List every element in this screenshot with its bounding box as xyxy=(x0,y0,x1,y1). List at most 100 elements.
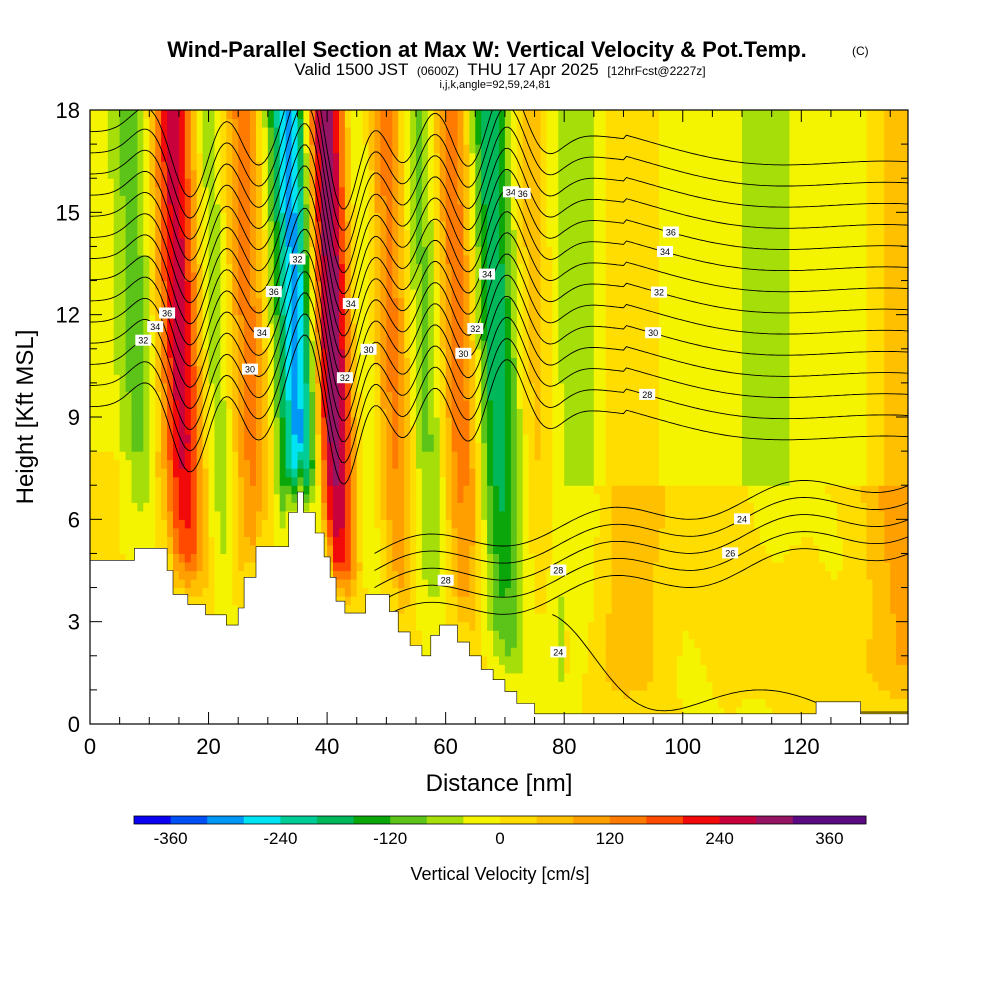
field-cell xyxy=(534,587,542,597)
field-cell xyxy=(250,527,257,537)
field-cell xyxy=(297,434,304,444)
field-cell xyxy=(587,604,595,614)
field-cell xyxy=(670,613,678,623)
field-cell xyxy=(842,664,850,674)
field-cell xyxy=(866,510,873,520)
field-cell xyxy=(623,672,630,682)
field-cell xyxy=(830,544,838,554)
field-cell xyxy=(860,604,868,614)
field-cell xyxy=(771,434,779,444)
field-cell xyxy=(244,502,251,512)
field-cell xyxy=(718,698,725,708)
field-cell xyxy=(736,553,743,563)
field-cell xyxy=(167,536,174,546)
field-cell xyxy=(356,442,364,452)
field-cell xyxy=(190,417,198,427)
field-cell xyxy=(635,493,642,503)
field-cell xyxy=(605,638,613,648)
field-cell xyxy=(582,502,589,512)
field-cell xyxy=(463,604,470,614)
field-cell xyxy=(688,544,696,554)
field-cell xyxy=(730,681,737,691)
field-cell xyxy=(587,562,595,572)
field-cell xyxy=(279,451,287,461)
field-cell xyxy=(155,417,162,427)
field-cell xyxy=(315,451,322,461)
field-cell xyxy=(481,451,488,461)
field-cell xyxy=(439,417,447,427)
field-cell xyxy=(641,689,648,699)
field-cell xyxy=(350,527,358,537)
field-cell xyxy=(285,485,293,495)
field-cell xyxy=(196,587,204,597)
field-cell xyxy=(884,672,891,682)
field-cell xyxy=(564,519,571,529)
field-cell xyxy=(635,672,642,682)
field-cell xyxy=(433,553,441,563)
field-cell xyxy=(836,502,844,512)
field-cell xyxy=(546,553,553,563)
field-cell xyxy=(273,536,281,546)
field-cell xyxy=(232,562,239,572)
field-cell xyxy=(587,570,595,580)
field-cell xyxy=(457,604,464,614)
field-cell xyxy=(676,493,684,503)
field-cell xyxy=(587,689,595,699)
field-cell xyxy=(540,596,547,606)
field-cell xyxy=(279,485,287,495)
field-cell xyxy=(682,604,690,614)
field-cell xyxy=(825,664,832,674)
field-cell xyxy=(504,630,512,640)
field-cell xyxy=(445,519,453,529)
field-cell xyxy=(528,630,536,640)
field-cell xyxy=(137,476,144,486)
field-cell xyxy=(718,527,725,537)
field-cell xyxy=(155,510,162,520)
field-cell xyxy=(410,604,417,614)
field-cell xyxy=(356,570,364,580)
field-cell xyxy=(196,417,204,427)
field-cell xyxy=(836,664,844,674)
field-cell xyxy=(279,536,287,546)
field-cell xyxy=(611,698,619,708)
field-cell xyxy=(682,519,690,529)
field-cell xyxy=(451,596,459,606)
field-cell xyxy=(540,485,547,495)
field-cell xyxy=(742,706,749,716)
field-cell xyxy=(214,604,221,614)
field-cell xyxy=(700,698,707,708)
field-cell xyxy=(789,672,796,682)
field-cell xyxy=(599,562,607,572)
field-cell xyxy=(202,587,210,597)
field-cell xyxy=(380,493,387,503)
field-cell xyxy=(564,638,571,648)
field-cell xyxy=(842,689,850,699)
field-cell xyxy=(878,587,885,597)
field-cell xyxy=(854,604,862,614)
field-cell xyxy=(238,493,245,503)
field-cell xyxy=(813,485,820,495)
field-cell xyxy=(700,604,707,614)
field-cell xyxy=(457,468,464,478)
field-cell xyxy=(493,536,500,546)
field-cell xyxy=(510,485,518,495)
field-cell xyxy=(398,536,405,546)
field-cell xyxy=(499,544,506,554)
field-cell xyxy=(748,664,755,674)
field-cell xyxy=(807,510,814,520)
field-cell xyxy=(902,587,908,597)
field-cell xyxy=(866,434,873,444)
field-cell xyxy=(433,544,441,554)
field-cell xyxy=(350,562,358,572)
field-cell xyxy=(605,706,613,716)
field-cell xyxy=(647,672,654,682)
field-cell xyxy=(866,417,873,427)
field-cell xyxy=(196,493,204,503)
field-cell xyxy=(155,493,162,503)
field-cell xyxy=(238,502,245,512)
field-cell xyxy=(836,459,844,469)
field-cell xyxy=(570,664,577,674)
field-cell xyxy=(724,434,731,444)
field-cell xyxy=(807,553,814,563)
field-cell xyxy=(878,689,885,699)
